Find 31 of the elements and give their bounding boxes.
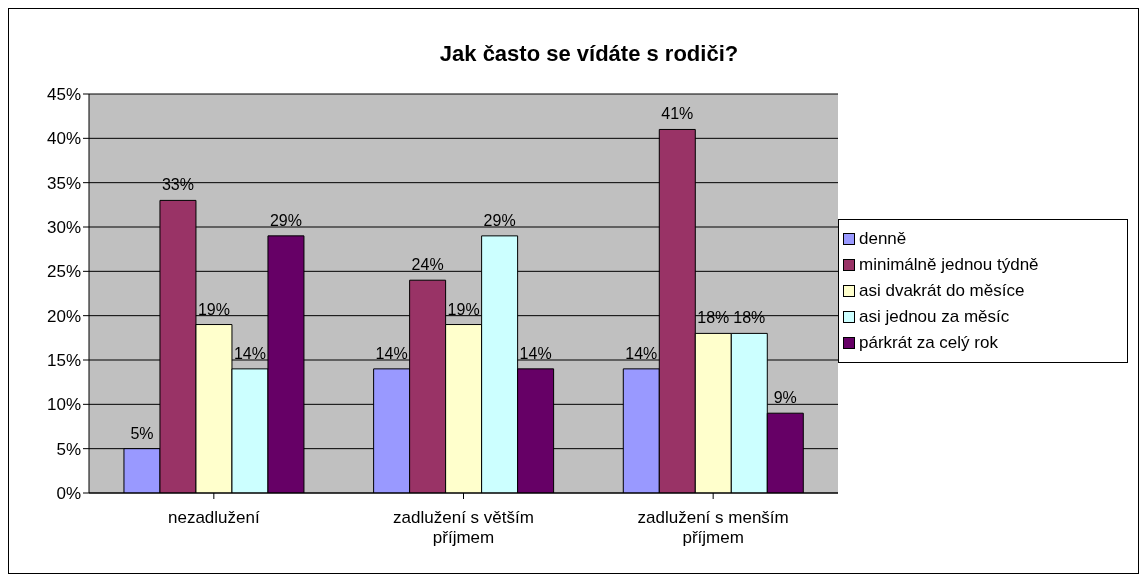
legend-label: asi dvakrát do měsíce xyxy=(859,280,1025,302)
y-tick-label: 10% xyxy=(46,395,81,415)
chart-title: Jak často se vídáte s rodiči? xyxy=(438,41,740,67)
x-tick-label: zadlužení s větším příjmem xyxy=(393,508,534,547)
data-label: 41% xyxy=(661,105,694,123)
y-tick-label: 5% xyxy=(56,439,81,459)
legend-label: denně xyxy=(859,228,907,250)
legend-label: minimálně jednou týdně xyxy=(859,254,1039,276)
legend-label: asi jednou za měsíc xyxy=(859,306,1010,328)
data-label: 29% xyxy=(483,211,516,229)
data-label: 14% xyxy=(519,344,552,362)
data-label: 5% xyxy=(130,424,154,442)
data-label: 14% xyxy=(233,344,266,362)
data-label: 14% xyxy=(375,344,408,362)
y-tick-label: 25% xyxy=(46,262,81,282)
data-label: 14% xyxy=(625,344,658,362)
legend-label: párkrát za celý rok xyxy=(859,332,998,354)
y-tick-label: 40% xyxy=(46,129,81,149)
data-label: 9% xyxy=(773,389,797,407)
data-label: 24% xyxy=(411,256,444,274)
x-tick-label: zadlužení s menším příjmem xyxy=(637,508,789,547)
data-label: 19% xyxy=(447,300,480,318)
y-tick-label: 20% xyxy=(46,306,81,326)
data-label: 19% xyxy=(197,300,230,318)
y-tick-label: 45% xyxy=(46,85,81,105)
data-label: 29% xyxy=(269,211,302,229)
y-tick-label: 35% xyxy=(46,173,81,193)
x-tick-label: nezadlužení xyxy=(167,508,260,527)
y-tick-label: 0% xyxy=(56,484,81,504)
y-tick-label: 30% xyxy=(46,218,81,238)
y-tick-label: 15% xyxy=(46,351,81,371)
